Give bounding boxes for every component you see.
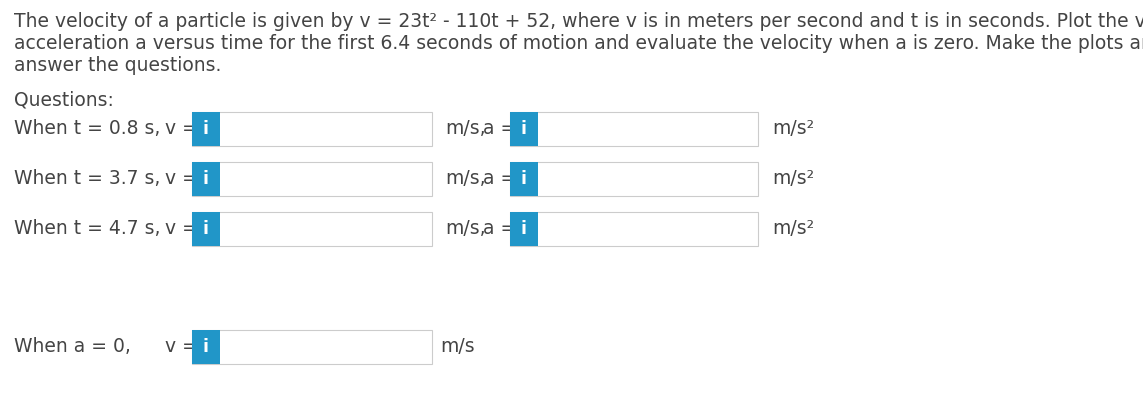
FancyBboxPatch shape [192, 212, 219, 246]
Text: a =: a = [483, 169, 517, 188]
Text: The velocity of a particle is given by v = 23t² - 110t + 52, where v is in meter: The velocity of a particle is given by v… [14, 12, 1143, 31]
Text: When t = 4.7 s,: When t = 4.7 s, [14, 219, 160, 238]
Text: v =: v = [165, 219, 198, 238]
Text: m/s: m/s [440, 337, 474, 356]
FancyBboxPatch shape [510, 112, 758, 146]
Text: m/s²: m/s² [772, 219, 814, 238]
Text: m/s,: m/s, [445, 119, 486, 138]
FancyBboxPatch shape [510, 212, 538, 246]
Text: v =: v = [165, 337, 198, 356]
Text: a =: a = [483, 119, 517, 138]
FancyBboxPatch shape [510, 212, 758, 246]
FancyBboxPatch shape [510, 162, 758, 196]
Text: m/s,: m/s, [445, 169, 486, 188]
Text: answer the questions.: answer the questions. [14, 56, 222, 75]
Text: i: i [521, 220, 527, 238]
Text: When t = 3.7 s,: When t = 3.7 s, [14, 169, 160, 188]
Text: v =: v = [165, 119, 198, 138]
Text: i: i [203, 338, 209, 356]
Text: m/s²: m/s² [772, 119, 814, 138]
Text: i: i [203, 170, 209, 188]
Text: m/s²: m/s² [772, 169, 814, 188]
Text: i: i [203, 220, 209, 238]
FancyBboxPatch shape [192, 112, 432, 146]
FancyBboxPatch shape [510, 112, 538, 146]
FancyBboxPatch shape [192, 162, 432, 196]
FancyBboxPatch shape [192, 162, 219, 196]
Text: m/s,: m/s, [445, 219, 486, 238]
Text: When a = 0,: When a = 0, [14, 337, 131, 356]
Text: a =: a = [483, 219, 517, 238]
Text: i: i [521, 120, 527, 138]
Text: Questions:: Questions: [14, 90, 114, 109]
Text: v =: v = [165, 169, 198, 188]
FancyBboxPatch shape [192, 330, 219, 364]
FancyBboxPatch shape [192, 212, 432, 246]
Text: i: i [521, 170, 527, 188]
FancyBboxPatch shape [510, 162, 538, 196]
Text: When t = 0.8 s,: When t = 0.8 s, [14, 119, 160, 138]
Text: acceleration a versus time for the first 6.4 seconds of motion and evaluate the : acceleration a versus time for the first… [14, 34, 1143, 53]
FancyBboxPatch shape [192, 112, 219, 146]
Text: i: i [203, 120, 209, 138]
FancyBboxPatch shape [192, 330, 432, 364]
